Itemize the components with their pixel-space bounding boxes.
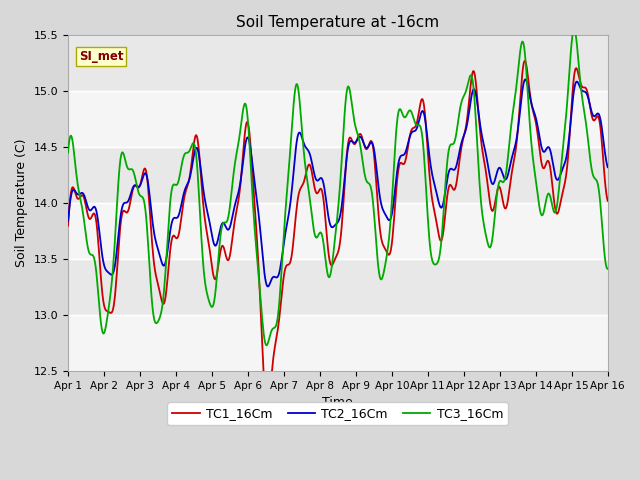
Text: SI_met: SI_met xyxy=(79,50,124,63)
TC1_16Cm xyxy=(206,247,214,252)
TC1_16Cm xyxy=(436,236,444,242)
TC2_16Cm xyxy=(206,220,214,226)
TC3_16Cm xyxy=(64,150,72,156)
TC3_16Cm xyxy=(330,244,338,250)
TC2_16Cm xyxy=(330,223,338,229)
TC1_16Cm xyxy=(604,198,612,204)
TC2_16Cm xyxy=(522,76,529,82)
TC1_16Cm xyxy=(330,258,338,264)
TC3_16Cm xyxy=(555,186,563,192)
TC2_16Cm xyxy=(556,174,564,180)
TC1_16Cm xyxy=(556,204,564,209)
TC2_16Cm xyxy=(383,214,390,220)
Title: Soil Temperature at -16cm: Soil Temperature at -16cm xyxy=(236,15,440,30)
TC3_16Cm xyxy=(436,251,444,257)
TC2_16Cm xyxy=(436,203,444,209)
Line: TC1_16Cm: TC1_16Cm xyxy=(68,61,608,407)
TC3_16Cm xyxy=(383,254,390,260)
TC3_16Cm xyxy=(263,342,271,348)
TC2_16Cm xyxy=(604,164,612,170)
Legend: TC1_16Cm, TC2_16Cm, TC3_16Cm: TC1_16Cm, TC2_16Cm, TC3_16Cm xyxy=(168,402,508,425)
Y-axis label: Soil Temperature (C): Soil Temperature (C) xyxy=(15,139,28,267)
TC1_16Cm xyxy=(383,249,390,254)
TC2_16Cm xyxy=(64,218,72,224)
Line: TC3_16Cm: TC3_16Cm xyxy=(68,29,608,345)
TC3_16Cm xyxy=(182,150,190,156)
TC1_16Cm xyxy=(64,223,72,228)
Bar xyxy=(68,315,608,371)
Line: TC2_16Cm: TC2_16Cm xyxy=(68,79,608,287)
X-axis label: Time: Time xyxy=(323,396,353,409)
Bar xyxy=(68,91,608,147)
TC2_16Cm xyxy=(264,284,272,289)
Bar xyxy=(68,203,608,259)
TC1_16Cm xyxy=(521,58,529,64)
TC3_16Cm xyxy=(206,300,214,306)
TC1_16Cm xyxy=(264,404,271,410)
TC3_16Cm xyxy=(604,266,612,272)
TC3_16Cm xyxy=(570,26,578,32)
TC2_16Cm xyxy=(182,183,190,189)
TC1_16Cm xyxy=(182,186,190,192)
